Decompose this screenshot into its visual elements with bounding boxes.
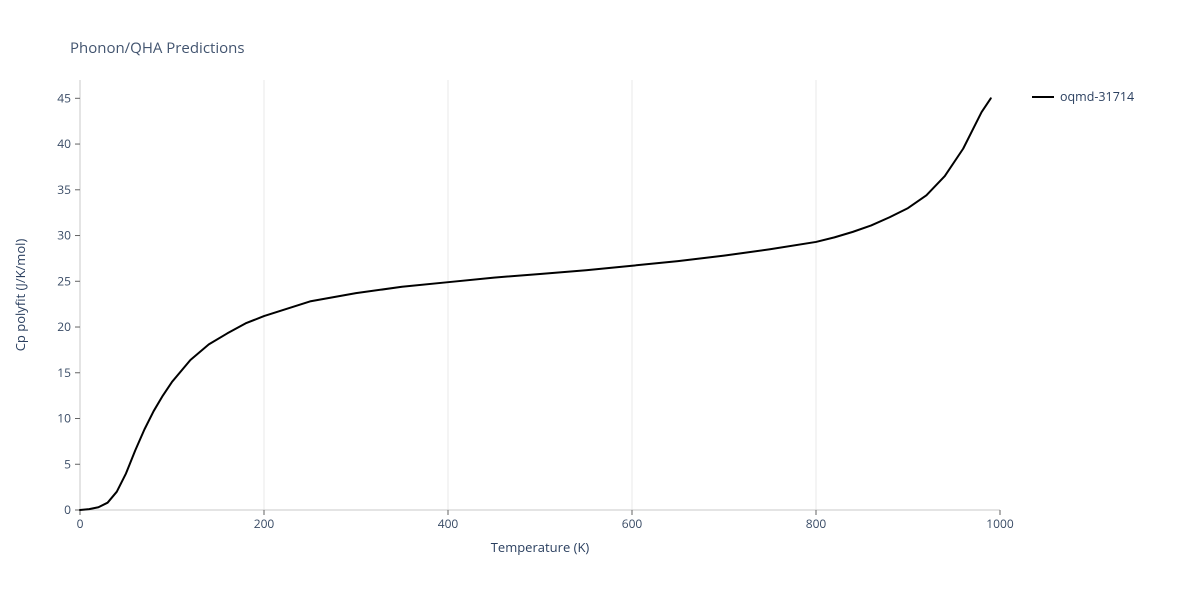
- y-tick-label: 10: [57, 410, 71, 427]
- chart-svg: 0 200 400 600 800 1000 0 5 10 15 20 25 30 35 40 45 Tem…: [0, 0, 1200, 600]
- y-tick-label: 15: [57, 364, 71, 381]
- legend-swatch: [1032, 96, 1054, 98]
- x-tick-label: 0: [77, 515, 84, 532]
- y-tick-label: 25: [57, 272, 71, 289]
- x-tick-label: 200: [254, 515, 275, 532]
- y-tick-label: 0: [64, 501, 71, 518]
- y-tick-label: 20: [57, 318, 71, 335]
- y-axis-label: Cp polyfit (J/K/mol): [11, 239, 29, 352]
- x-tick-label: 600: [622, 515, 643, 532]
- axis-layer: [80, 80, 1000, 510]
- y-tick-label: 40: [57, 135, 71, 152]
- chart-container: Phonon/QHA Predictions 02004006008001000…: [0, 0, 1200, 600]
- y-tick-label: 45: [57, 89, 71, 106]
- x-tick-label: 1000: [986, 515, 1014, 532]
- y-tick-label: 35: [57, 181, 71, 198]
- y-tick-label: 5: [64, 455, 71, 472]
- series-line[interactable]: [80, 98, 991, 510]
- x-ticks: 0 200 400 600 800 1000: [77, 510, 1014, 532]
- x-tick-label: 400: [438, 515, 459, 532]
- legend-label: oqmd-31714: [1060, 88, 1134, 105]
- x-tick-label: 800: [806, 515, 827, 532]
- y-tick-label: 30: [57, 227, 71, 244]
- legend-item[interactable]: oqmd-31714: [1032, 88, 1134, 105]
- series-layer[interactable]: [80, 98, 991, 510]
- x-axis-label: Temperature (K): [491, 538, 590, 556]
- y-ticks: 0 5 10 15 20 25 30 35 40 45: [57, 89, 80, 518]
